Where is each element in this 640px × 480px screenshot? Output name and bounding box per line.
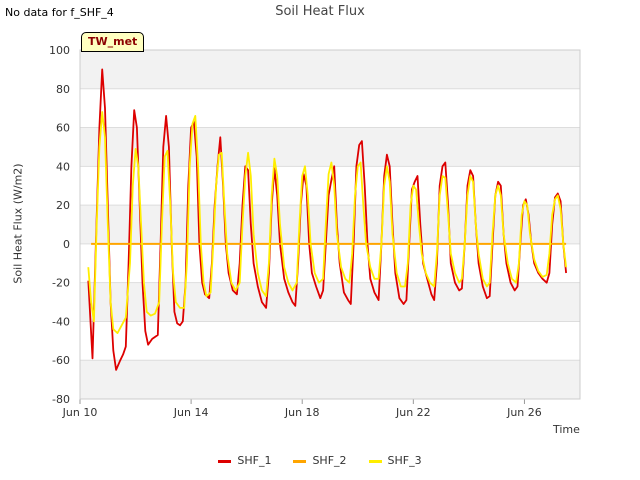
y-tick-label: -80	[52, 393, 70, 406]
x-tick-label: Jun 10	[62, 406, 98, 419]
legend-label: SHF_2	[312, 454, 347, 467]
legend-swatch	[293, 459, 307, 463]
y-tick-label: -60	[52, 354, 70, 367]
y-tick-label: 20	[56, 199, 70, 212]
plot-frame	[79, 49, 581, 400]
series-line-shf_1	[87, 68, 567, 371]
y-tick-label: -20	[52, 277, 70, 290]
no-data-note: No data for f_SHF_4	[5, 6, 114, 19]
legend: SHF_1 SHF_2 SHF_3	[0, 454, 640, 467]
x-tick-label: Jun 22	[395, 406, 431, 419]
grid-band	[80, 127, 580, 167]
y-tick-label: 100	[49, 44, 70, 57]
grid-band	[80, 360, 580, 399]
x-tick-label: Jun 26	[506, 406, 542, 419]
x-tick-label: Jun 14	[173, 406, 209, 419]
grid-band	[80, 50, 580, 89]
y-tick-label: 60	[56, 122, 70, 135]
legend-swatch	[368, 459, 382, 463]
legend-item-shf_3: SHF_3	[368, 454, 422, 467]
site-badge: TW_met	[81, 32, 145, 52]
y-axis-label: Soil Heat Flux (W/m2)	[11, 163, 25, 284]
legend-label: SHF_1	[237, 454, 272, 467]
legend-item-shf_2: SHF_2	[293, 454, 347, 467]
y-tick-label: 80	[56, 83, 70, 96]
y-tick-label: 40	[56, 160, 70, 173]
grid-band	[80, 282, 580, 322]
x-tick-label: Jun 18	[284, 406, 320, 419]
x-axis-label: Time	[553, 423, 580, 436]
y-tick-label: 0	[63, 238, 70, 251]
y-tick-label: -40	[52, 315, 70, 328]
legend-swatch	[218, 459, 232, 463]
legend-item-shf_1: SHF_1	[218, 454, 271, 467]
chart-title: Soil Heat Flux	[275, 4, 365, 19]
legend-label: SHF_3	[387, 454, 422, 467]
series-line-shf_3	[87, 111, 567, 334]
